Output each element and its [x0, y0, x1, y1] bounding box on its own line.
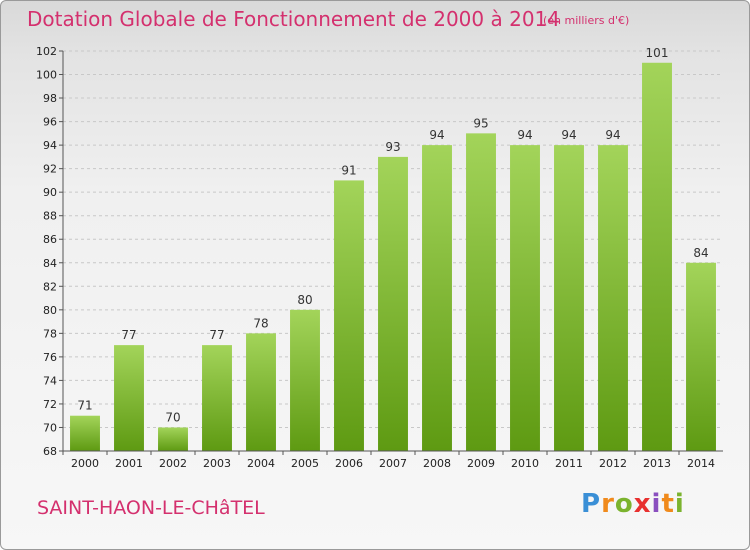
chart-unit: (en milliers d'€)	[543, 14, 630, 27]
bar-2012	[598, 145, 628, 451]
bar-2006	[334, 180, 364, 452]
value-label: 94	[429, 128, 444, 142]
commune-name: SAINT-HAON-LE-CHâTEL	[37, 497, 265, 519]
value-label: 94	[561, 128, 576, 142]
bar-2014	[686, 262, 716, 451]
y-tick-label: 90	[43, 186, 57, 199]
value-label: 84	[693, 246, 708, 260]
bar-2005	[290, 309, 320, 451]
x-tick-label: 2005	[291, 457, 319, 470]
x-tick-label: 2006	[335, 457, 363, 470]
y-tick-label: 74	[43, 374, 57, 387]
chart-title: Dotation Globale de Fonctionnement de 20…	[27, 7, 560, 31]
y-tick-label: 86	[43, 233, 57, 246]
value-label: 94	[517, 128, 532, 142]
x-tick-label: 2014	[687, 457, 715, 470]
bar-2004	[246, 333, 276, 451]
value-label: 101	[646, 46, 669, 60]
proxiti-logo[interactable]: Proxiti	[581, 489, 685, 519]
y-tick-label: 76	[43, 351, 57, 364]
bar-2002	[158, 427, 188, 451]
y-tick-label: 68	[43, 445, 57, 458]
bar-2000	[70, 415, 100, 451]
value-label: 71	[77, 399, 92, 413]
x-tick-label: 2010	[511, 457, 539, 470]
x-tick-label: 2001	[115, 457, 143, 470]
y-tick-label: 100	[36, 69, 57, 82]
y-tick-label: 84	[43, 257, 57, 270]
value-label: 93	[385, 140, 400, 154]
x-axis: 2000 2001 2002 2003 2004 2005 2006 2007 2008 2009…	[62, 450, 723, 470]
y-tick-label: 88	[43, 210, 57, 223]
y-tick-label: 70	[43, 421, 57, 434]
x-tick-label: 2011	[555, 457, 583, 470]
x-tick-label: 2007	[379, 457, 407, 470]
bar-2003	[202, 345, 232, 451]
value-label: 95	[473, 116, 488, 130]
y-tick-label: 102	[36, 45, 57, 58]
bar-2013	[642, 62, 672, 451]
y-tick-label: 94	[43, 139, 57, 152]
y-tick-label: 96	[43, 116, 57, 129]
value-label: 70	[165, 410, 180, 424]
x-tick-label: 2008	[423, 457, 451, 470]
y-tick-label: 80	[43, 304, 57, 317]
value-label: 77	[121, 328, 136, 342]
x-tick-label: 2003	[203, 457, 231, 470]
x-tick-label: 2000	[71, 457, 99, 470]
bar-2008	[422, 145, 452, 451]
y-axis: 68 70 72 74 76 78 80 82 84 86 88 90 92 94 96 98 100 102	[36, 45, 64, 458]
y-tick-label: 92	[43, 163, 57, 176]
y-tick-label: 78	[43, 327, 57, 340]
bar-2001	[114, 345, 144, 451]
y-tick-label: 82	[43, 280, 57, 293]
value-label: 94	[605, 128, 620, 142]
value-label: 80	[297, 293, 312, 307]
x-tick-label: 2012	[599, 457, 627, 470]
bar-2010	[510, 145, 540, 451]
x-tick-label: 2013	[643, 457, 671, 470]
x-tick-label: 2004	[247, 457, 275, 470]
bar-2009	[466, 133, 496, 451]
value-label: 78	[253, 316, 268, 330]
x-tick-label: 2002	[159, 457, 187, 470]
x-tick-label: 2009	[467, 457, 495, 470]
bar-2011	[554, 145, 584, 451]
value-label: 77	[209, 328, 224, 342]
y-tick-label: 98	[43, 92, 57, 105]
y-tick-label: 72	[43, 398, 57, 411]
value-label: 91	[341, 163, 356, 177]
bar-2007	[378, 156, 408, 451]
bars: 71 77 70 77 78 80 91 93 94 95 94 94 94 101 84	[70, 46, 716, 452]
